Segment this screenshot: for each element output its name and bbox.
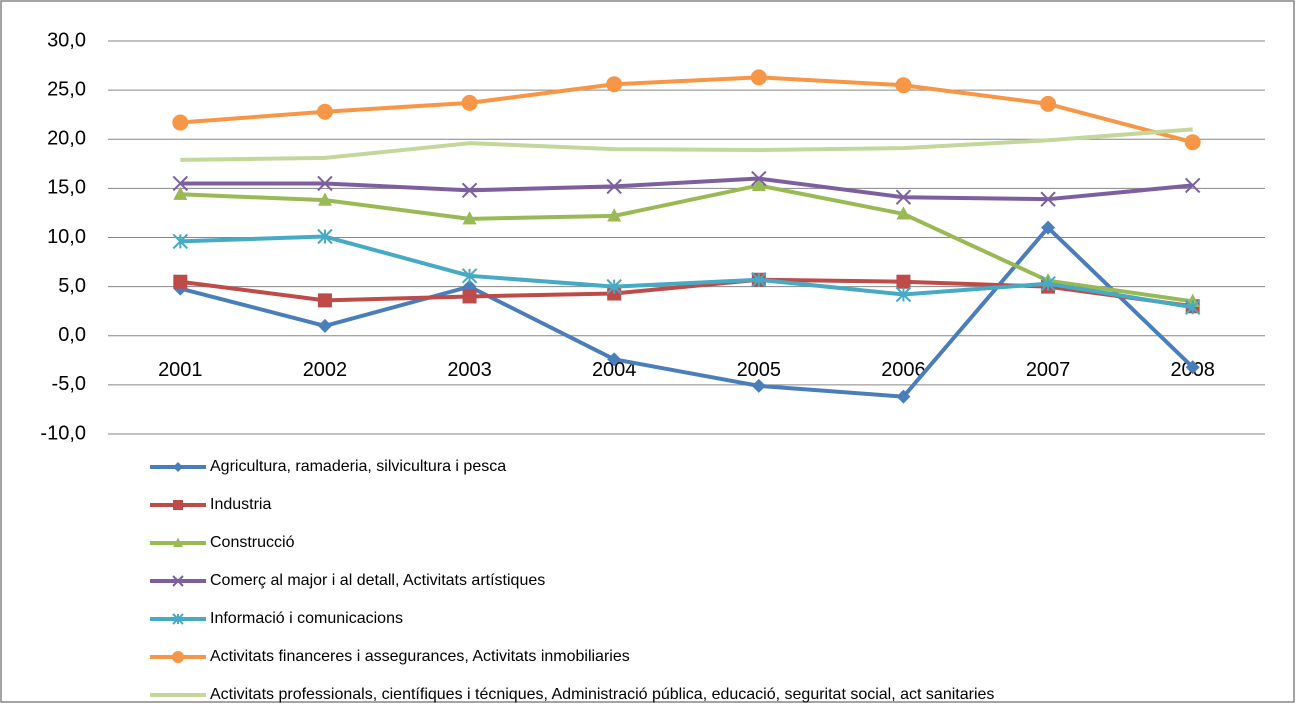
point-marker bbox=[172, 114, 189, 131]
point-marker bbox=[895, 77, 912, 94]
point-marker bbox=[606, 76, 623, 93]
point-marker bbox=[895, 189, 912, 205]
point-marker bbox=[1184, 134, 1201, 151]
point-marker bbox=[172, 175, 189, 192]
y-tick-label: -10,0 bbox=[40, 422, 86, 444]
legend-label: Activitats financeres i assegurances, Ac… bbox=[210, 648, 630, 665]
point-marker bbox=[1185, 360, 1200, 375]
point-marker bbox=[173, 274, 188, 289]
series-line bbox=[180, 234, 1194, 310]
point-marker bbox=[895, 286, 912, 303]
series-line bbox=[180, 183, 1193, 304]
series bbox=[172, 170, 1201, 207]
point-marker bbox=[317, 192, 332, 206]
legend-label: Industria bbox=[210, 496, 271, 513]
x-tick-label: 2004 bbox=[592, 359, 637, 381]
point-marker bbox=[461, 268, 478, 284]
point-marker bbox=[606, 278, 622, 295]
series bbox=[172, 228, 1201, 315]
point-marker bbox=[896, 206, 911, 220]
point-marker bbox=[1040, 191, 1056, 207]
point-marker bbox=[1184, 299, 1201, 315]
point-marker bbox=[606, 178, 622, 195]
series bbox=[180, 127, 1193, 162]
legend-label: Informació i comunicacions bbox=[210, 610, 403, 627]
point-marker bbox=[751, 378, 766, 393]
x-tick-label: 2006 bbox=[881, 359, 926, 381]
legend-marker bbox=[172, 613, 184, 625]
y-tick-label: 0,0 bbox=[58, 324, 86, 346]
legend-marker bbox=[172, 575, 184, 587]
point-marker bbox=[607, 208, 622, 222]
x-tick-label: 2005 bbox=[737, 359, 782, 381]
series-line bbox=[180, 75, 1194, 145]
y-tick-label: 25,0 bbox=[47, 78, 86, 100]
point-marker bbox=[1041, 220, 1056, 235]
x-tick-label: 2003 bbox=[447, 359, 492, 381]
series bbox=[172, 69, 1201, 151]
point-marker bbox=[317, 228, 333, 245]
point-marker bbox=[317, 318, 332, 333]
y-tick-label: 10,0 bbox=[47, 226, 86, 248]
legend-label: Activitats professionals, científiques i… bbox=[210, 686, 994, 703]
x-tick-label: 2007 bbox=[1026, 359, 1071, 381]
y-tick-label: 30,0 bbox=[47, 29, 86, 51]
legend-marker bbox=[173, 462, 183, 472]
point-marker bbox=[461, 182, 478, 199]
point-marker bbox=[1040, 95, 1057, 112]
point-marker bbox=[607, 352, 622, 367]
legend-label: Construcció bbox=[210, 534, 295, 551]
series bbox=[173, 220, 1200, 404]
point-marker bbox=[173, 186, 188, 200]
series-line bbox=[180, 127, 1193, 162]
point-marker bbox=[896, 389, 911, 404]
y-tick-label: -5,0 bbox=[52, 373, 86, 395]
series-line bbox=[179, 225, 1195, 399]
point-marker bbox=[462, 289, 477, 304]
point-marker bbox=[317, 175, 333, 192]
point-marker bbox=[317, 293, 332, 308]
point-marker bbox=[172, 233, 189, 250]
legend-label: Comerç al major i al detall, Activitats … bbox=[210, 572, 545, 589]
x-tick-label: 2001 bbox=[158, 359, 203, 381]
legend-marker bbox=[173, 537, 183, 547]
point-marker bbox=[751, 272, 767, 288]
legend-marker bbox=[172, 651, 184, 663]
point-marker bbox=[750, 69, 767, 86]
y-tick-label: 20,0 bbox=[47, 128, 86, 150]
point-marker bbox=[896, 274, 911, 289]
point-marker bbox=[316, 103, 333, 120]
x-tick-label: 2002 bbox=[303, 359, 348, 381]
y-tick-label: 5,0 bbox=[58, 275, 86, 297]
point-marker bbox=[462, 211, 477, 225]
point-marker bbox=[461, 94, 478, 111]
y-tick-label: 15,0 bbox=[47, 177, 86, 199]
point-marker bbox=[751, 170, 767, 187]
legend-marker bbox=[173, 500, 183, 510]
point-marker bbox=[751, 177, 766, 192]
point-marker bbox=[1184, 177, 1201, 194]
point-marker bbox=[1040, 275, 1056, 292]
series-line bbox=[180, 176, 1193, 202]
legend-label: Agricultura, ramaderia, silvicultura i p… bbox=[210, 458, 506, 475]
